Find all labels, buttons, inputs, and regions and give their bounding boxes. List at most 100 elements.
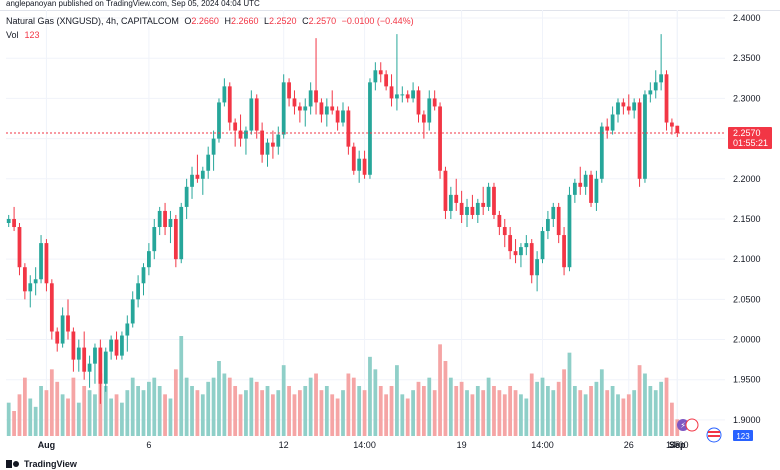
candle-body xyxy=(22,267,27,292)
price-tick-label: 2.0500 xyxy=(733,294,761,304)
candle-body xyxy=(519,247,523,256)
candle-body xyxy=(211,138,216,155)
volume-bar xyxy=(346,373,351,436)
candle-body xyxy=(157,210,162,228)
tradingview-logo[interactable]: TradingView xyxy=(6,459,77,469)
open-value: 2.2660 xyxy=(191,16,219,26)
candle-body xyxy=(98,347,103,384)
volume-bar xyxy=(416,381,421,436)
volume-bar xyxy=(432,390,437,436)
candle-body xyxy=(610,114,615,131)
volume-badge-value: 123 xyxy=(736,432,750,441)
candlestick-chart[interactable]: 2.40002.35002.30002.25002.20002.15002.10… xyxy=(0,10,780,458)
publish-attribution: anglepanoyan published on TradingView.co… xyxy=(0,0,780,10)
volume-bar xyxy=(664,377,669,436)
candle-body xyxy=(39,243,43,280)
volume-value: 123 xyxy=(24,30,40,40)
volume-bar xyxy=(341,390,345,436)
time-tick-label: 12 xyxy=(279,440,289,450)
candle-body xyxy=(637,102,642,179)
volume-bar xyxy=(497,390,502,436)
volume-bar xyxy=(459,381,464,436)
change-value: −0.0100 (−0.44%) xyxy=(341,16,414,26)
time-tick-label: 14:00 xyxy=(531,440,554,450)
flag-stripe xyxy=(708,431,720,433)
candle-body xyxy=(341,110,345,123)
candle-body xyxy=(276,134,281,147)
candle-body xyxy=(643,94,647,179)
volume-bar xyxy=(130,377,135,436)
volume-bar xyxy=(400,394,405,436)
lightning-event-icon[interactable] xyxy=(677,419,689,431)
candle-body xyxy=(324,106,329,115)
volume-bar xyxy=(314,373,318,436)
candle-body xyxy=(12,218,16,228)
candle-body xyxy=(271,142,275,147)
bar-countdown: 01:55:21 xyxy=(733,138,768,148)
volume-bars xyxy=(6,336,680,436)
candle-body xyxy=(297,106,302,111)
volume-bar xyxy=(136,386,140,436)
candle-body xyxy=(163,210,167,228)
price-tick-label: 2.3500 xyxy=(733,53,761,63)
volume-bar xyxy=(465,390,469,436)
candle-body xyxy=(492,186,496,215)
event-icons[interactable]: ⚡ xyxy=(677,418,722,443)
candle-body xyxy=(395,94,399,99)
volume-bar xyxy=(254,381,259,436)
candle-body xyxy=(179,206,184,260)
open-label: O xyxy=(184,16,192,26)
candle-body xyxy=(141,267,146,284)
volume-bar xyxy=(556,381,561,436)
volume-bar xyxy=(319,390,324,436)
candle-body xyxy=(562,235,566,268)
volume-bar xyxy=(389,386,394,436)
volume-bar xyxy=(411,390,415,436)
volume-bar xyxy=(648,386,653,436)
candle-body xyxy=(513,251,518,256)
volume-bar xyxy=(114,394,119,436)
volume-bar xyxy=(141,390,146,436)
symbol-title[interactable]: Natural Gas (XNGUSD), 4h, CAPITALCOM xyxy=(6,16,179,26)
candle-body xyxy=(152,227,157,252)
candle-body xyxy=(675,125,680,133)
candle-body xyxy=(508,235,513,252)
candle-body xyxy=(556,206,561,236)
candle-body xyxy=(287,82,291,99)
candle-body xyxy=(130,299,135,324)
candle-body xyxy=(265,142,270,155)
volume-bar xyxy=(486,377,491,436)
price-axis[interactable]: 2.40002.35002.30002.25002.20002.15002.10… xyxy=(733,13,761,425)
candle-body xyxy=(421,114,426,123)
volume-bar xyxy=(98,373,103,436)
candle-body xyxy=(535,259,539,276)
candle-body xyxy=(583,174,588,187)
volume-bar xyxy=(17,394,22,436)
candle-body xyxy=(616,102,620,115)
us-flag-event-icon[interactable] xyxy=(685,418,699,432)
grid-lines xyxy=(6,10,725,436)
volume-bar xyxy=(39,386,43,436)
volume-bar xyxy=(438,344,442,436)
volume-label[interactable]: Vol xyxy=(6,30,19,40)
time-tick-label: 6 xyxy=(146,440,151,450)
flag-stripe xyxy=(708,435,720,437)
volume-bar xyxy=(179,336,184,436)
candle-body xyxy=(120,335,124,356)
price-tick-label: 2.1000 xyxy=(733,254,761,264)
volume-bar xyxy=(578,390,583,436)
volume-bar xyxy=(632,390,637,436)
volume-bar xyxy=(508,386,513,436)
candle-body xyxy=(60,315,65,344)
volume-bar xyxy=(147,381,151,436)
volume-bar xyxy=(643,373,647,436)
candle-body xyxy=(314,90,318,103)
price-candles xyxy=(6,34,680,404)
candle-body xyxy=(190,174,194,187)
volume-bar xyxy=(308,377,313,436)
candle-body xyxy=(373,70,378,83)
candle-body xyxy=(459,202,464,215)
candle-body xyxy=(87,363,92,372)
volume-bar xyxy=(443,361,448,436)
